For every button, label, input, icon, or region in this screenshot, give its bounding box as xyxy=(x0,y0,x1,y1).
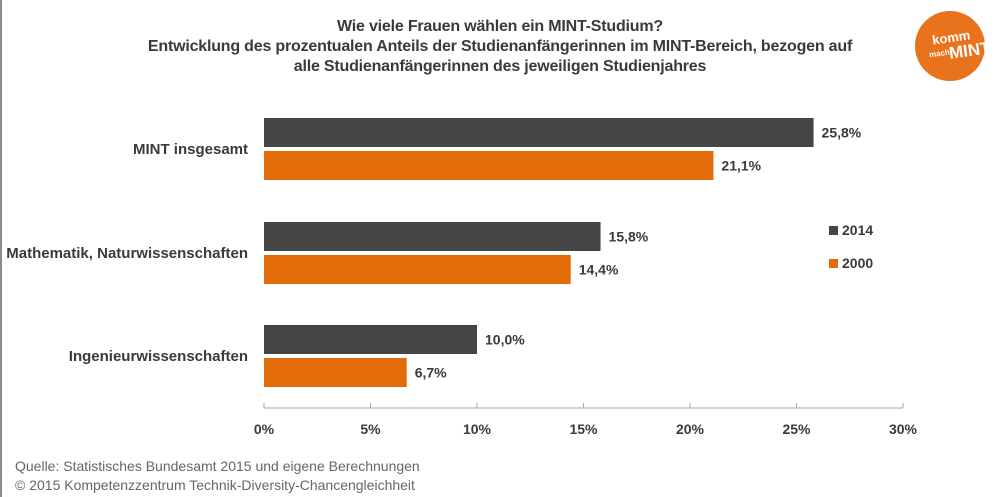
bar-2014 xyxy=(264,222,601,251)
bar-2014 xyxy=(264,325,477,354)
legend-swatch-2000 xyxy=(829,259,838,268)
chart-subtitle-line-2: alle Studienanfängerinnen des jeweiligen… xyxy=(293,58,707,75)
data-label-2014: 15,8% xyxy=(609,229,649,245)
legend-label-2000: 2000 xyxy=(842,255,873,271)
bar-2000 xyxy=(264,358,407,387)
copyright-line: © 2015 Kompetenzzentrum Technik-Diversit… xyxy=(15,477,415,493)
bar-2000 xyxy=(264,151,714,180)
legend-label-2014: 2014 xyxy=(842,222,873,238)
data-label-2000: 6,7% xyxy=(415,365,447,381)
x-tick-label: 30% xyxy=(889,421,918,437)
category-label: MINT insgesamt xyxy=(133,141,248,158)
x-tick-label: 10% xyxy=(463,421,492,437)
category-label: Mathematik, Naturwissenschaften xyxy=(6,245,248,262)
chart-title: Wie viele Frauen wählen ein MINT-Studium… xyxy=(337,18,663,35)
data-label-2014: 10,0% xyxy=(485,332,525,348)
bar-2000 xyxy=(264,255,571,284)
data-label-2000: 21,1% xyxy=(721,158,761,174)
x-tick-label: 25% xyxy=(782,421,811,437)
x-tick-label: 0% xyxy=(254,421,275,437)
source-line: Quelle: Statistisches Bundesamt 2015 und… xyxy=(15,458,420,474)
data-label-2014: 25,8% xyxy=(822,125,862,141)
x-tick-label: 15% xyxy=(569,421,598,437)
category-label: Ingenieurwissenschaften xyxy=(69,348,248,365)
x-tick-label: 5% xyxy=(360,421,381,437)
x-tick-label: 20% xyxy=(676,421,705,437)
source-note: Quelle: Statistisches Bundesamt 2015 und… xyxy=(15,457,420,495)
frame-border xyxy=(0,0,2,497)
bar-2014 xyxy=(264,118,814,147)
chart-title-block: Wie viele Frauen wählen ein MINT-Studium… xyxy=(60,17,940,77)
chart-subtitle-line-1: Entwicklung des prozentualen Anteils der… xyxy=(147,38,853,55)
legend-swatch-2014 xyxy=(829,226,838,235)
komm-mach-mint-logo: komm mach MINT xyxy=(915,11,992,81)
data-label-2000: 14,4% xyxy=(579,262,619,278)
